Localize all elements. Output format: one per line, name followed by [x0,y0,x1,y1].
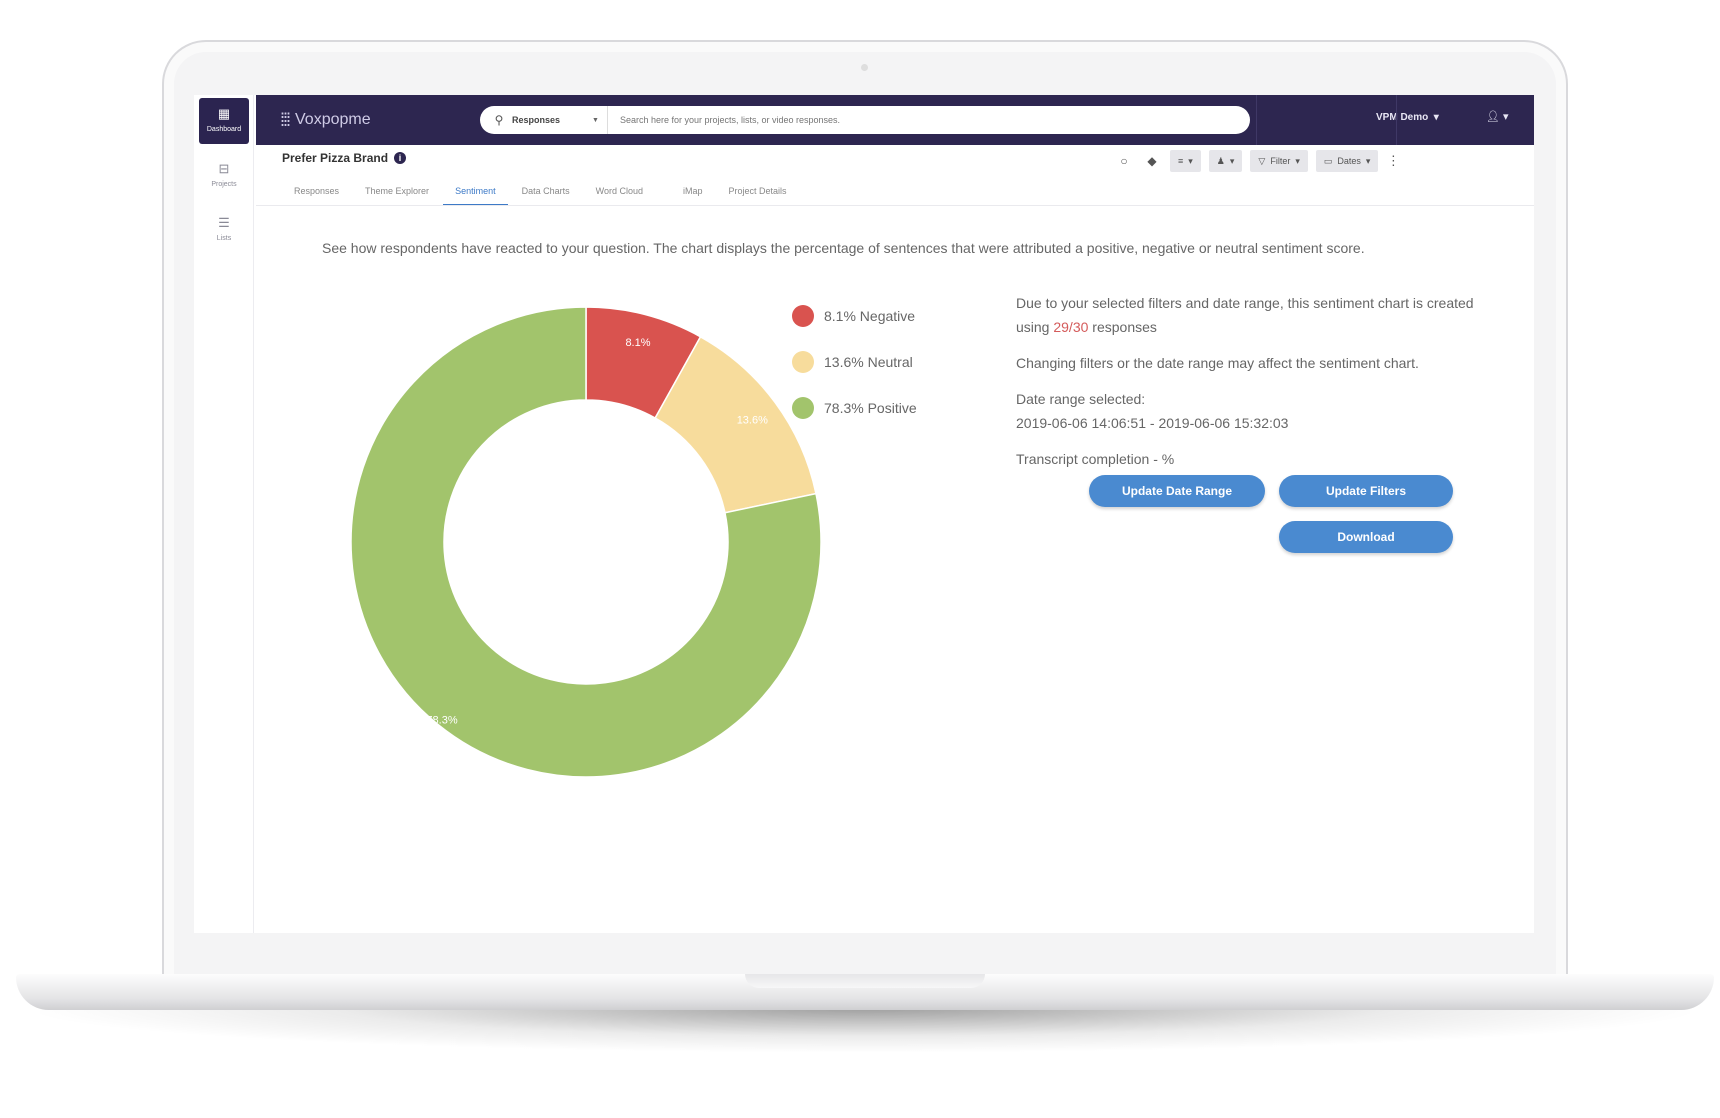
legend-swatch [792,351,814,373]
legend-swatch [792,397,814,419]
nav-item-label: Dashboard [206,126,242,133]
dates-button[interactable]: ▭ Dates ▾ [1315,150,1379,172]
legend-label: 8.1% Negative [824,308,916,324]
nav-item-projects[interactable]: ⊟ Projects [199,153,249,199]
slice-value-label: 78.3% [426,714,457,726]
filter-label: Filter [1270,156,1291,166]
project-title-text: Prefer Pizza Brand [282,151,389,165]
project-toolbar: ○ ◆ ≡ ▾ ♟ ▾ ▽ Filter ▾ ▭ Dates ▾ ⋮ [1114,150,1400,172]
nav-item-lists[interactable]: ☰ Lists [199,207,249,253]
donut-slice-positive[interactable] [350,306,822,778]
chart-legend: 8.1% Negative 13.6% Neutral 78.3% Positi… [792,293,917,431]
sentiment-description: See how respondents have reacted to your… [322,240,1365,256]
user-menu[interactable]: 👤︎ ▾ [1486,110,1509,123]
search-divider [606,106,608,134]
date-range-label: Date range selected: [1016,391,1146,407]
divider [1256,95,1257,145]
search-icon: ⚲ [494,113,504,127]
search-bar: ⚲ Responses ▼ [480,106,1250,134]
list-icon: ☰ [218,215,230,230]
top-bar: ⁞⁞⁞ Voxpopme ⚲ Responses ▼ VPM Demo ▾ 👤︎… [256,95,1534,145]
legend-label: 78.3% Positive [824,400,917,416]
chevron-down-icon: ▾ [1365,155,1371,166]
tab-project-details[interactable]: Project Details [728,186,787,196]
sentiment-donut-chart: 8.1% 13.6% 78.3% [350,306,822,778]
nav-item-label: Projects [211,181,237,188]
project-tabs: Responses Theme Explorer Sentiment Data … [282,180,801,206]
soundwave-icon: ⁞⁞⁞ [280,109,291,130]
nav-item-dashboard[interactable]: ▦ Dashboard [199,98,249,144]
legend-swatch [792,305,814,327]
sort-button[interactable]: ≡ ▾ [1170,150,1201,172]
brand-name: Voxpopme [295,111,371,128]
note-text: Due to your selected filters and date ra… [1016,295,1474,335]
tab-word-cloud[interactable]: Word Cloud [595,186,643,196]
legend-label: 13.6% Neutral [824,354,913,370]
chevron-down-icon: ▾ [1229,155,1235,166]
dashboard-icon: ▦ [217,106,231,121]
filters-note: Changing filters or the date range may a… [1016,355,1419,371]
side-nav: ▦ Dashboard ⊟ Projects ☰ Lists [194,95,254,933]
account-label: VPM Demo [1376,112,1429,123]
sentiment-info-panel: Due to your selected filters and date ra… [1016,291,1486,483]
chevron-down-icon: ▾ [1503,111,1509,123]
chevron-down-icon: ▾ [1188,155,1193,166]
projects-icon: ⊟ [218,161,230,176]
chevron-down-icon: ▾ [1431,112,1439,123]
chevron-down-icon: ▾ [1295,155,1300,166]
slice-value-label: 8.1% [625,337,650,349]
legend-item-positive: 78.3% Positive [792,385,917,431]
search-scope-select[interactable]: Responses [512,115,561,125]
person-icon: ♟ [1216,155,1225,166]
app-screen: ▦ Dashboard ⊟ Projects ☰ Lists ⁞⁞⁞ Voxpo… [194,95,1534,933]
sort-icon: ≡ [1178,156,1184,166]
tag-icon[interactable]: ◆ [1147,154,1157,168]
download-button[interactable]: Download [1279,521,1453,553]
update-filters-button[interactable]: Update Filters [1279,475,1453,507]
participant-button[interactable]: ♟ ▾ [1208,150,1243,172]
laptop-shadow [40,1008,1690,1052]
dates-label: Dates [1337,156,1361,166]
legend-item-negative: 8.1% Negative [792,293,917,339]
tab-sentiment[interactable]: Sentiment [443,180,508,206]
chevron-down-icon[interactable]: ▼ [592,116,599,124]
info-icon[interactable]: i [394,152,407,164]
response-count: 29/30 [1053,319,1089,335]
tab-theme-explorer[interactable]: Theme Explorer [365,186,430,196]
calendar-icon: ▭ [1323,155,1333,166]
response-count-note: Due to your selected filters and date ra… [1016,291,1486,339]
note-text: responses [1088,319,1157,335]
tab-imap[interactable]: iMap [682,186,703,196]
user-icon: 👤︎ [1486,111,1500,123]
update-date-range-button[interactable]: Update Date Range [1089,475,1265,507]
project-title: Prefer Pizza Brand i [282,151,407,165]
tab-data-charts[interactable]: Data Charts [521,186,570,196]
filter-button[interactable]: ▽ Filter ▾ [1250,150,1308,172]
tab-responses[interactable]: Responses [294,186,340,196]
transcript-completion: Transcript completion - % [1016,451,1175,467]
camera-dot [861,64,868,71]
tabs-divider [256,205,1534,206]
search-input[interactable] [607,115,1168,125]
date-range-block: Date range selected: 2019-06-06 14:06:51… [1016,387,1486,435]
legend-item-neutral: 13.6% Neutral [792,339,917,385]
divider [1396,95,1397,145]
date-range-value: 2019-06-06 14:06:51 - 2019-06-06 15:32:0… [1016,415,1289,431]
laptop-notch [745,974,985,988]
more-options-icon[interactable]: ⋮ [1386,153,1400,168]
brand-logo[interactable]: ⁞⁞⁞ Voxpopme [280,107,371,133]
refresh-icon[interactable]: ○ [1120,154,1128,168]
filter-icon: ▽ [1258,155,1266,166]
nav-item-label: Lists [216,235,232,242]
slice-value-label: 13.6% [737,415,768,427]
account-menu[interactable]: VPM Demo ▾ [1376,112,1439,123]
